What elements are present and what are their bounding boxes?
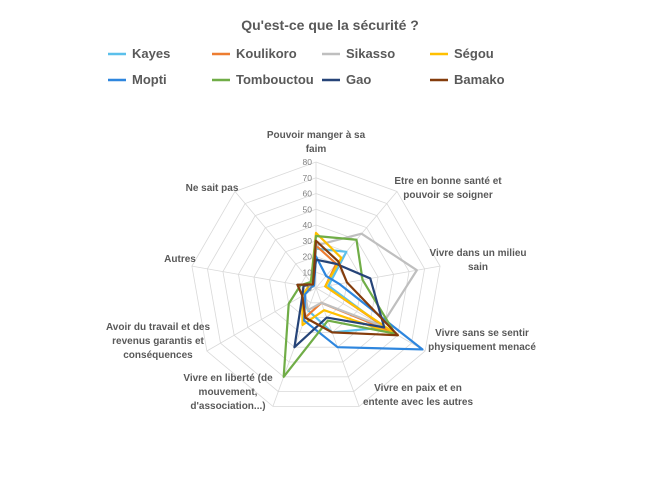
grid-ring: [222, 193, 410, 378]
tick-label: 10: [303, 267, 313, 277]
legend-item-tombouctou: Tombouctou: [212, 72, 314, 87]
legend-label: Kayes: [132, 46, 170, 61]
legend-label: Koulikoro: [236, 46, 297, 61]
axis-label-4: Vivre sans se sentir physiquement menacé: [428, 328, 536, 353]
radial-ticks: 0 10 20 30 40 50 60 70 80: [303, 157, 313, 293]
tick-label: 40: [303, 220, 313, 230]
tick-label: 80: [303, 157, 313, 167]
legend-item-koulikoro: Koulikoro: [212, 46, 297, 61]
axis-label-5: Vivre en paix et en entente avec les autr…: [363, 383, 473, 408]
grid-spoke: [191, 265, 317, 289]
tick-label: 50: [303, 204, 313, 214]
axis-labels: Pouvoir manger à sa faim Etre en bonne san…: [106, 130, 536, 412]
grid-ring: [238, 208, 394, 363]
series-line-bamako: [296, 239, 399, 337]
chart-title: Qu'est-ce que la sécurité ?: [241, 17, 419, 33]
legend-item-bamako: Bamako: [430, 72, 505, 87]
grid-ring: [207, 177, 425, 393]
series-line-mopti: [303, 255, 424, 351]
legend-label: Tombouctou: [236, 72, 314, 87]
legend-label: Sikasso: [346, 46, 395, 61]
legend-label: Gao: [346, 72, 371, 87]
grid-spoke: [315, 265, 441, 289]
radar-series: [282, 231, 424, 378]
axis-label-8: Autres: [164, 254, 196, 265]
grid-ring: [253, 224, 379, 348]
tick-label: 70: [303, 173, 313, 183]
axis-label-2: Etre en bonne santé et pouvoir se soigner: [394, 176, 502, 201]
legend-label: Bamako: [454, 72, 505, 87]
legend-label: Mopti: [132, 72, 167, 87]
axis-label-6: Vivre en liberté (de mouvement, d'associat…: [183, 373, 273, 412]
grid-spoke: [234, 191, 317, 289]
axis-label-3: Vivre dans un milieu sain: [429, 248, 526, 273]
grid-spoke: [206, 287, 317, 352]
tick-label: 30: [303, 236, 313, 246]
grid-ring: [269, 240, 363, 333]
axis-label-7: Avoir du travail et des revenus garantis …: [106, 322, 211, 361]
legend-item-kayes: Kayes: [108, 46, 170, 61]
legend-item-sikasso: Sikasso: [322, 46, 395, 61]
grid-ring: [191, 161, 441, 407]
tick-label: 0: [307, 283, 312, 293]
legend-item-mopti: Mopti: [108, 72, 167, 87]
tick-label: 60: [303, 189, 313, 199]
legend-item-ségou: Ségou: [430, 46, 494, 61]
grid-spoke: [315, 287, 426, 352]
axis-label-1: Pouvoir manger à sa faim: [267, 130, 366, 155]
legend-label: Ségou: [454, 46, 494, 61]
tick-label: 20: [303, 252, 313, 262]
legend: Kayes Koulikoro Sikasso Ségou Mopti Tomboucto…: [108, 46, 505, 87]
axis-label-9: Ne sait pas: [186, 183, 239, 194]
legend-item-gao: Gao: [322, 72, 371, 87]
